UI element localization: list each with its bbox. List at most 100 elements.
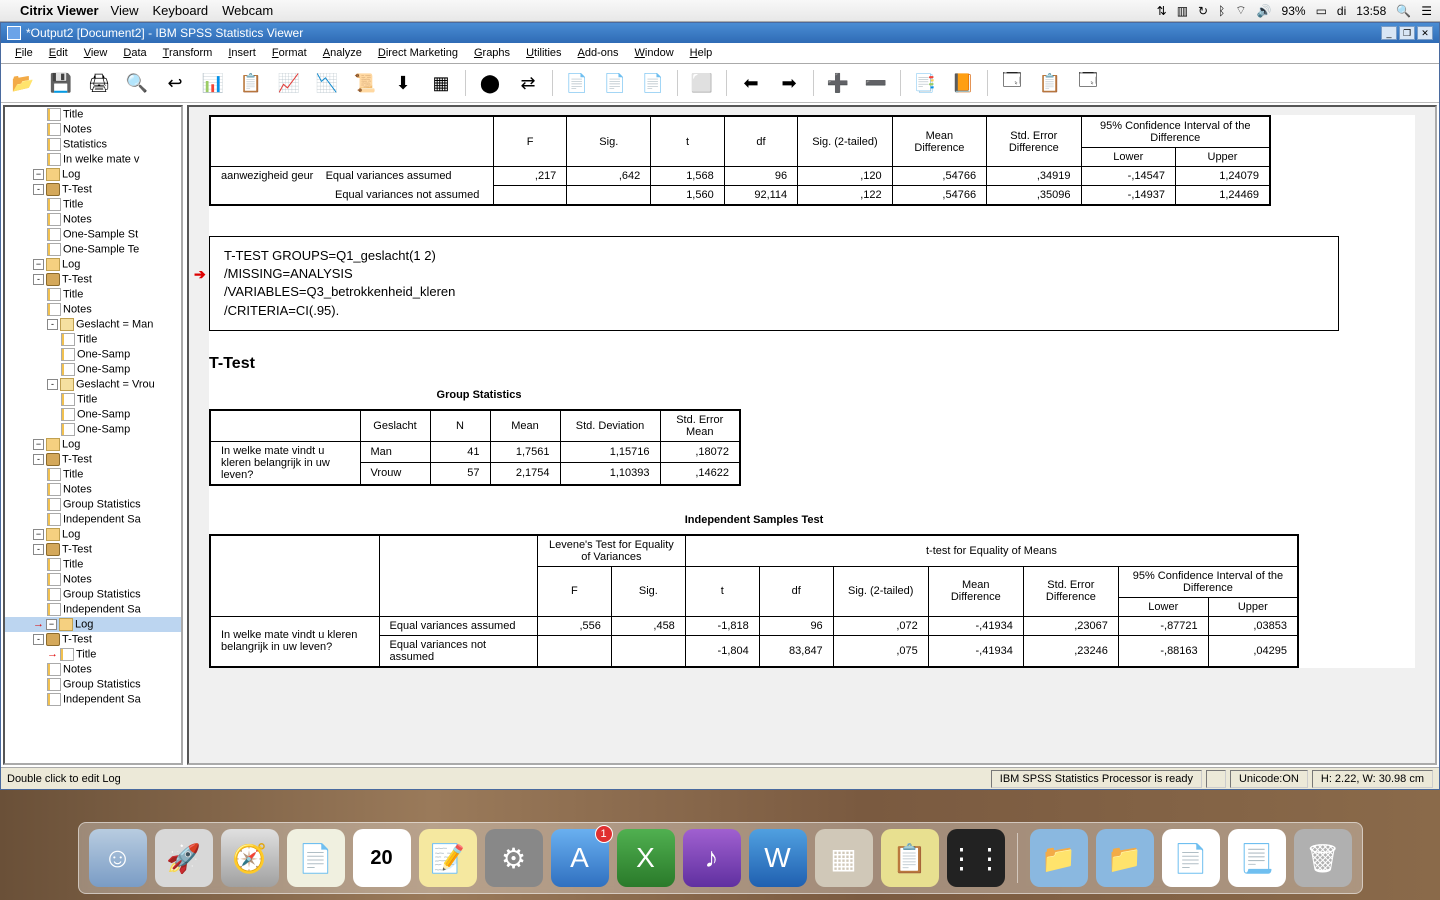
tree-item-t-test[interactable]: -T-Test [5, 632, 181, 647]
toolbar-button-1[interactable]: 💾 [45, 68, 77, 98]
tree-item-one-samp[interactable]: One-Samp [5, 422, 181, 437]
toolbar-button-9[interactable]: 📜 [349, 68, 381, 98]
dock-item-14[interactable]: 📁 [1030, 829, 1088, 887]
tree-toggle[interactable]: − [33, 169, 44, 180]
close-button[interactable]: ✕ [1417, 26, 1433, 40]
wifi-icon[interactable]: ⌔ [1235, 3, 1246, 18]
toolbar-button-16[interactable]: 📄 [561, 68, 593, 98]
bluetooth-icon[interactable]: ᛒ [1218, 4, 1225, 18]
dock-item-2[interactable]: 🧭 [221, 829, 279, 887]
tree-item-group-statistics[interactable]: Group Statistics [5, 677, 181, 692]
dock-item-4[interactable]: 20 [353, 829, 411, 887]
outline-tree[interactable]: TitleNotesStatisticsIn welke mate v−Log-… [3, 105, 183, 765]
toolbar-button-4[interactable]: ↩ [159, 68, 191, 98]
tree-item-title[interactable]: Title [5, 392, 181, 407]
tree-item-title[interactable]: Title [5, 467, 181, 482]
tree-item-group-statistics[interactable]: Group Statistics [5, 497, 181, 512]
toolbar-button-32[interactable]: 📋 [1034, 68, 1066, 98]
toolbar-button-17[interactable]: 📄 [599, 68, 631, 98]
tree-toggle[interactable]: − [33, 529, 44, 540]
dock-item-13[interactable]: ⋮⋮ [947, 829, 1005, 887]
tree-item-log[interactable]: −Log [5, 437, 181, 452]
tree-toggle[interactable]: - [33, 454, 44, 465]
toolbar-button-10[interactable]: ⬇ [387, 68, 419, 98]
tree-item-log[interactable]: −Log [5, 257, 181, 272]
dock-item-18[interactable]: 🗑 [1294, 829, 1352, 887]
mac-app-name[interactable]: Citrix Viewer [20, 3, 99, 18]
dock-item-17[interactable]: 📃 [1228, 829, 1286, 887]
tree-item-title[interactable]: Title [5, 197, 181, 212]
tree-item-geslacht-vrou[interactable]: -Geslacht = Vrou [5, 377, 181, 392]
dock-item-16[interactable]: 📄 [1162, 829, 1220, 887]
menu-icon[interactable]: ▥ [1177, 4, 1188, 18]
tree-item-title[interactable]: →Title [5, 647, 181, 662]
tree-toggle[interactable]: − [33, 439, 44, 450]
tree-item-independent-sa[interactable]: Independent Sa [5, 602, 181, 617]
tree-item-t-test[interactable]: -T-Test [5, 272, 181, 287]
tree-toggle[interactable]: - [33, 274, 44, 285]
timemachine-icon[interactable]: ↻ [1198, 4, 1208, 18]
tree-item-one-samp[interactable]: One-Samp [5, 407, 181, 422]
dropbox-icon[interactable]: ⇅ [1157, 4, 1167, 18]
menu-edit[interactable]: Edit [41, 45, 76, 61]
tree-item-one-samp[interactable]: One-Samp [5, 362, 181, 377]
toolbar-button-6[interactable]: 📋 [235, 68, 267, 98]
syntax-log[interactable]: ➔ T-TEST GROUPS=Q1_geslacht(1 2) /MISSIN… [209, 236, 1339, 331]
tree-item-independent-sa[interactable]: Independent Sa [5, 512, 181, 527]
toolbar-button-20[interactable]: ⬜ [686, 68, 718, 98]
maximize-button[interactable]: ❐ [1399, 26, 1415, 40]
tree-item-statistics[interactable]: Statistics [5, 137, 181, 152]
menu-insert[interactable]: Insert [220, 45, 264, 61]
tree-item-notes[interactable]: Notes [5, 212, 181, 227]
dock-item-6[interactable]: ⚙ [485, 829, 543, 887]
mac-menu-keyboard[interactable]: Keyboard [152, 3, 208, 18]
dock-item-9[interactable]: ♪ [683, 829, 741, 887]
tree-item-notes[interactable]: Notes [5, 482, 181, 497]
dock-item-8[interactable]: X [617, 829, 675, 887]
toolbar-button-11[interactable]: ▦ [425, 68, 457, 98]
output-viewer[interactable]: F Sig. t df Sig. (2-tailed) Mean Differe… [187, 105, 1437, 765]
menu-extras-icon[interactable]: ☰ [1421, 4, 1432, 18]
tree-item-title[interactable]: Title [5, 287, 181, 302]
tree-toggle[interactable]: - [33, 184, 44, 195]
dock-item-11[interactable]: ▦ [815, 829, 873, 887]
dock-item-5[interactable]: 📝 [419, 829, 477, 887]
tree-item-geslacht-man[interactable]: -Geslacht = Man [5, 317, 181, 332]
dock-item-12[interactable]: 📋 [881, 829, 939, 887]
menu-file[interactable]: File [7, 45, 41, 61]
tree-item-one-samp[interactable]: One-Samp [5, 347, 181, 362]
tree-item-in-welke-mate-v[interactable]: In welke mate v [5, 152, 181, 167]
toolbar-button-3[interactable]: 🔍 [121, 68, 153, 98]
tree-item-one-sample-st[interactable]: One-Sample St [5, 227, 181, 242]
menu-format[interactable]: Format [264, 45, 315, 61]
tree-item-title[interactable]: Title [5, 332, 181, 347]
menu-utilities[interactable]: Utilities [518, 45, 569, 61]
menu-help[interactable]: Help [682, 45, 721, 61]
toolbar-button-31[interactable]: 🗔 [996, 68, 1028, 98]
toolbar-button-13[interactable]: ⬤ [474, 68, 506, 98]
toolbar-button-5[interactable]: 📊 [197, 68, 229, 98]
menu-data[interactable]: Data [115, 45, 154, 61]
toolbar-button-25[interactable]: ➕ [822, 68, 854, 98]
toolbar-button-0[interactable]: 📂 [7, 68, 39, 98]
tree-toggle[interactable]: - [33, 544, 44, 555]
minimize-button[interactable]: _ [1381, 26, 1397, 40]
toolbar-button-7[interactable]: 📈 [273, 68, 305, 98]
dock-item-10[interactable]: W [749, 829, 807, 887]
tree-item-t-test[interactable]: -T-Test [5, 182, 181, 197]
tree-item-title[interactable]: Title [5, 557, 181, 572]
menu-view[interactable]: View [76, 45, 116, 61]
menu-transform[interactable]: Transform [155, 45, 221, 61]
tree-item-log[interactable]: −Log [5, 167, 181, 182]
tree-item-log[interactable]: →−Log [5, 617, 181, 632]
toolbar-button-22[interactable]: ⬅ [735, 68, 767, 98]
toolbar-button-18[interactable]: 📄 [637, 68, 669, 98]
mac-menu-view[interactable]: View [111, 3, 139, 18]
menu-direct-marketing[interactable]: Direct Marketing [370, 45, 466, 61]
tree-item-log[interactable]: −Log [5, 527, 181, 542]
toolbar-button-28[interactable]: 📑 [909, 68, 941, 98]
dock-item-7[interactable]: A1 [551, 829, 609, 887]
dock-item-15[interactable]: 📁 [1096, 829, 1154, 887]
tree-item-one-sample-te[interactable]: One-Sample Te [5, 242, 181, 257]
menu-graphs[interactable]: Graphs [466, 45, 518, 61]
